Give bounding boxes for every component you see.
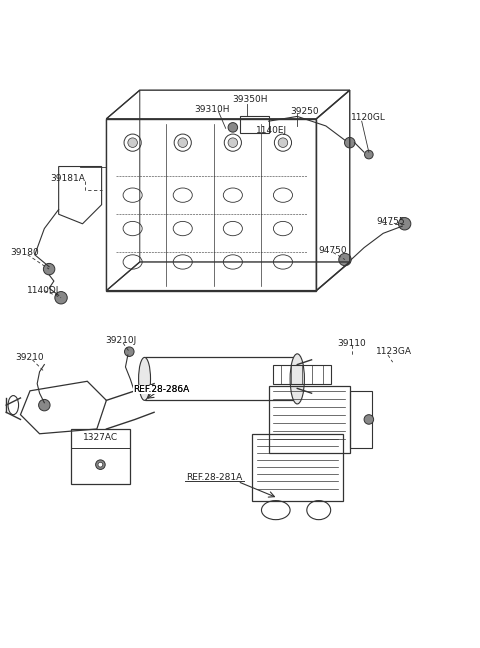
Text: 1327AC: 1327AC xyxy=(83,433,118,442)
Circle shape xyxy=(98,462,103,467)
Circle shape xyxy=(398,218,411,230)
Circle shape xyxy=(345,137,355,148)
Circle shape xyxy=(364,415,373,424)
Text: 39110: 39110 xyxy=(338,339,367,347)
Circle shape xyxy=(364,150,373,159)
Text: 94755: 94755 xyxy=(376,217,405,226)
Text: 1123GA: 1123GA xyxy=(376,347,412,356)
Bar xyxy=(269,386,350,453)
Text: 94750: 94750 xyxy=(319,246,348,255)
Circle shape xyxy=(278,138,288,148)
Circle shape xyxy=(43,263,55,275)
Text: 39181A: 39181A xyxy=(51,174,85,183)
Text: REF.28-281A: REF.28-281A xyxy=(187,473,243,482)
Text: 1140EJ: 1140EJ xyxy=(255,126,287,135)
Bar xyxy=(144,358,297,400)
Text: 39180: 39180 xyxy=(10,248,39,257)
Text: 39250: 39250 xyxy=(290,107,319,116)
Circle shape xyxy=(55,292,67,304)
Text: 39350H: 39350H xyxy=(232,95,267,104)
Text: 39210: 39210 xyxy=(16,353,44,362)
Ellipse shape xyxy=(139,358,151,400)
Text: 1140DJ: 1140DJ xyxy=(27,286,60,295)
Bar xyxy=(274,365,331,384)
Circle shape xyxy=(96,460,105,469)
Text: 1120GL: 1120GL xyxy=(351,113,386,122)
Text: 39210J: 39210J xyxy=(105,336,136,345)
Circle shape xyxy=(124,347,134,356)
Text: REF.28-286A: REF.28-286A xyxy=(133,386,190,395)
Circle shape xyxy=(339,253,351,266)
Bar xyxy=(350,391,372,448)
Text: REF.28-286A: REF.28-286A xyxy=(133,386,190,395)
Text: 39310H: 39310H xyxy=(194,105,230,114)
Circle shape xyxy=(128,138,137,148)
Circle shape xyxy=(38,399,50,411)
Ellipse shape xyxy=(290,354,304,404)
Bar xyxy=(71,429,130,484)
Bar xyxy=(252,434,343,500)
Circle shape xyxy=(228,138,238,148)
Circle shape xyxy=(178,138,188,148)
Circle shape xyxy=(228,122,238,132)
